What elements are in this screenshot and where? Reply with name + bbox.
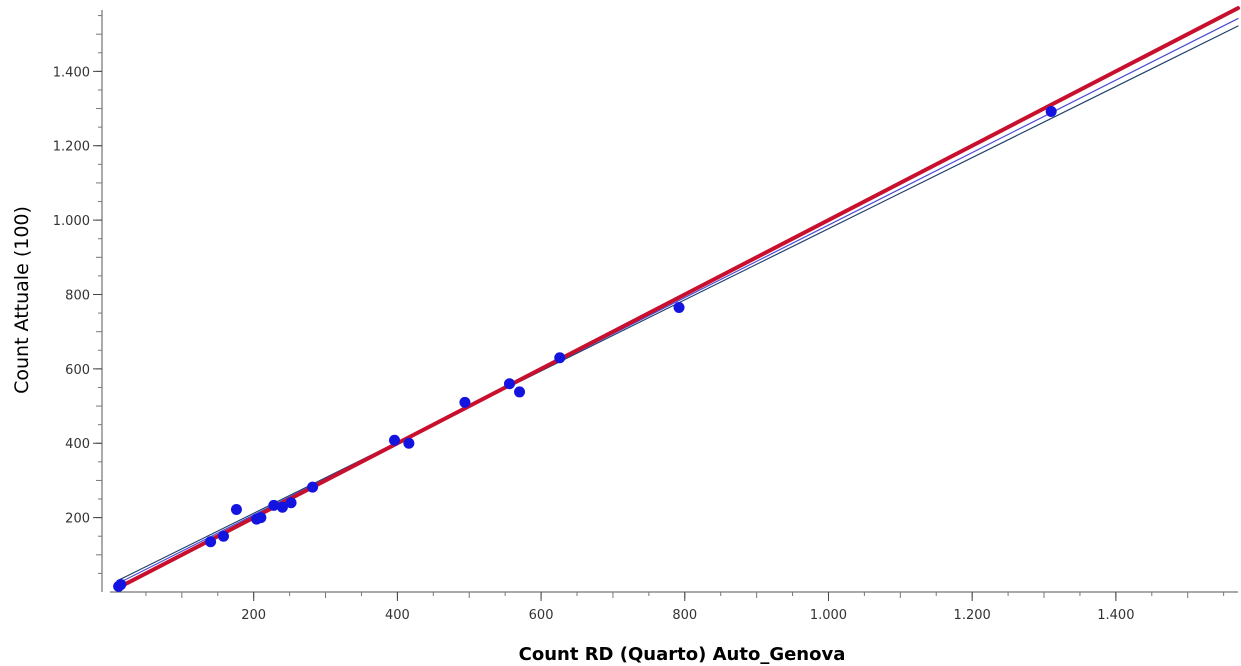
x-axis-title: Count RD (Quarto) Auto_Genova (519, 644, 846, 665)
data-point (403, 437, 415, 449)
x-tick-label: 800 (672, 608, 697, 623)
data-point (285, 497, 297, 509)
data-point (503, 378, 515, 390)
y-tick-label: 1.000 (53, 214, 90, 229)
x-tick-label: 1.200 (954, 608, 991, 623)
data-point (230, 503, 242, 515)
y-axis-title: Count Attuale (100) (11, 206, 33, 394)
data-points (113, 106, 1057, 592)
y-ticks: 200 400 600 800 1.000 1.200 1.400 (53, 65, 102, 527)
x-tick-label: 400 (385, 608, 410, 623)
data-point (554, 352, 566, 364)
data-point (218, 530, 230, 542)
data-point (276, 501, 288, 513)
data-point (255, 512, 267, 524)
x-tick-label: 1.400 (1097, 608, 1134, 623)
x-tick-label: 200 (241, 608, 266, 623)
data-point (1045, 106, 1057, 118)
axes (101, 10, 1238, 593)
y-tick-label: 600 (65, 363, 90, 378)
y-tick-label: 400 (65, 437, 90, 452)
data-point (268, 499, 280, 511)
x-tick-label: 600 (529, 608, 554, 623)
data-point (205, 536, 217, 548)
data-point (459, 396, 471, 408)
data-point (514, 386, 526, 398)
y-tick-label: 200 (65, 512, 90, 527)
data-point (115, 579, 127, 591)
data-point (673, 302, 685, 314)
x-ticks: 200 400 600 800 1.000 1.200 1.400 (241, 592, 1134, 623)
fit-lines (115, 6, 1240, 591)
y-tick-label: 800 (65, 288, 90, 303)
fit-line (115, 6, 1240, 591)
data-point (307, 481, 319, 493)
y-tick-label: 1.200 (53, 140, 90, 155)
data-point (389, 434, 401, 446)
x-tick-label: 1.000 (810, 608, 847, 623)
y-tick-label: 1.400 (53, 65, 90, 80)
